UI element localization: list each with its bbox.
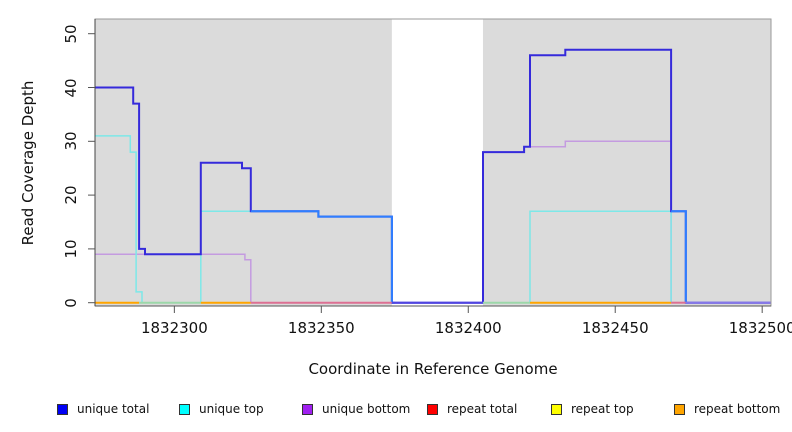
y-tick-label: 20: [62, 185, 80, 205]
legend-item-repeat-top: repeat top: [551, 402, 634, 416]
legend-swatch-icon: [302, 403, 313, 415]
legend-item-repeat-bottom: repeat bottom: [674, 402, 780, 416]
x-tick-label: 1832400: [434, 319, 502, 337]
x-tick-label: 1832500: [728, 319, 792, 337]
legend-label: unique top: [199, 402, 264, 416]
x-axis-title: Coordinate in Reference Genome: [308, 360, 558, 378]
y-axis-title: Read Coverage Depth: [19, 80, 37, 245]
y-tick-label: 0: [62, 297, 80, 308]
legend-item-repeat-total: repeat total: [427, 402, 517, 416]
legend-label: repeat top: [571, 402, 634, 416]
legend-swatch-icon: [427, 403, 438, 415]
legend-swatch-icon: [57, 403, 68, 415]
y-tick-label: 40: [62, 77, 80, 98]
legend-label: repeat total: [447, 402, 518, 416]
legend-label: repeat bottom: [694, 402, 781, 416]
legend-swatch-icon: [674, 403, 685, 415]
y-tick-label: 50: [62, 24, 80, 44]
y-tick-label: 10: [62, 239, 80, 259]
legend-swatch-icon: [551, 403, 562, 415]
legend-label: unique total: [77, 402, 150, 416]
gap-region-band: [391, 19, 483, 306]
y-tick-label: 30: [62, 131, 80, 151]
x-tick-label: 1832300: [140, 319, 208, 337]
x-tick-label: 1832450: [581, 319, 649, 337]
legend-item-unique-bottom: unique bottom: [302, 402, 410, 416]
x-tick-label: 1832350: [287, 319, 355, 337]
legend-label: unique bottom: [322, 402, 411, 416]
legend-swatch-icon: [179, 403, 190, 415]
legend-item-unique-top: unique top: [179, 402, 264, 416]
legend-item-unique-total: unique total: [57, 402, 149, 416]
